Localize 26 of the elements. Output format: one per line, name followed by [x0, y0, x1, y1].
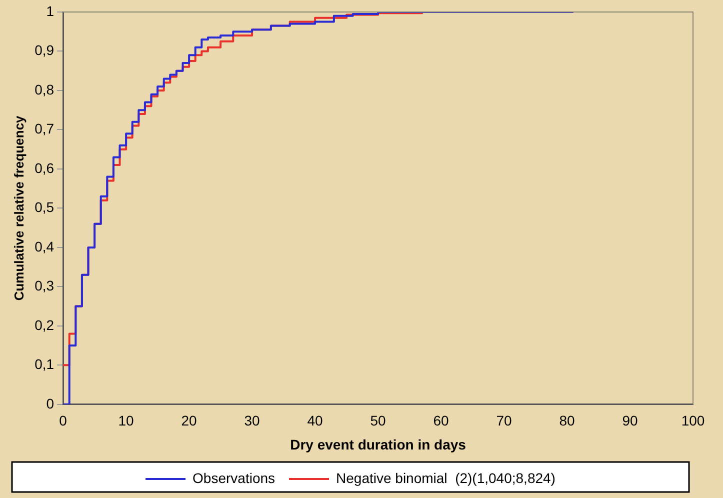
y-tick-label: 0,6 — [34, 160, 54, 176]
y-tick-label: 0 — [46, 395, 54, 412]
x-tick-label: 10 — [118, 412, 134, 429]
x-tick-label: 20 — [181, 412, 198, 429]
y-tick-label: 0,5 — [34, 199, 54, 216]
y-tick-label: 1 — [46, 2, 54, 19]
x-tick-label: 40 — [307, 412, 324, 429]
x-tick-label: 30 — [244, 412, 260, 429]
x-tick-label: 100 — [681, 412, 705, 429]
x-axis-title: Dry event duration in days — [290, 436, 466, 452]
y-tick-label: 0,8 — [34, 81, 54, 98]
x-tick-label: 60 — [433, 412, 450, 429]
x-tick-label: 80 — [559, 412, 576, 429]
y-tick-label: 0,9 — [34, 42, 54, 58]
x-tick-label: 50 — [370, 412, 386, 429]
y-tick-label: 0,3 — [34, 278, 54, 294]
x-tick-label: 0 — [59, 412, 68, 429]
y-axis-title: Cumulative relative frequency — [11, 114, 26, 301]
y-tick-label: 0,1 — [34, 356, 54, 372]
x-tick-label: 70 — [496, 412, 512, 429]
y-tick-label: 0,4 — [34, 238, 54, 254]
legend-label: Negative binomial (2)(1,040;8,824) — [336, 470, 556, 486]
x-tick-label: 90 — [622, 412, 638, 429]
y-tick-label: 0,7 — [34, 120, 54, 137]
y-tick-label: 0,2 — [34, 316, 54, 333]
legend-label: Observations — [192, 470, 276, 486]
